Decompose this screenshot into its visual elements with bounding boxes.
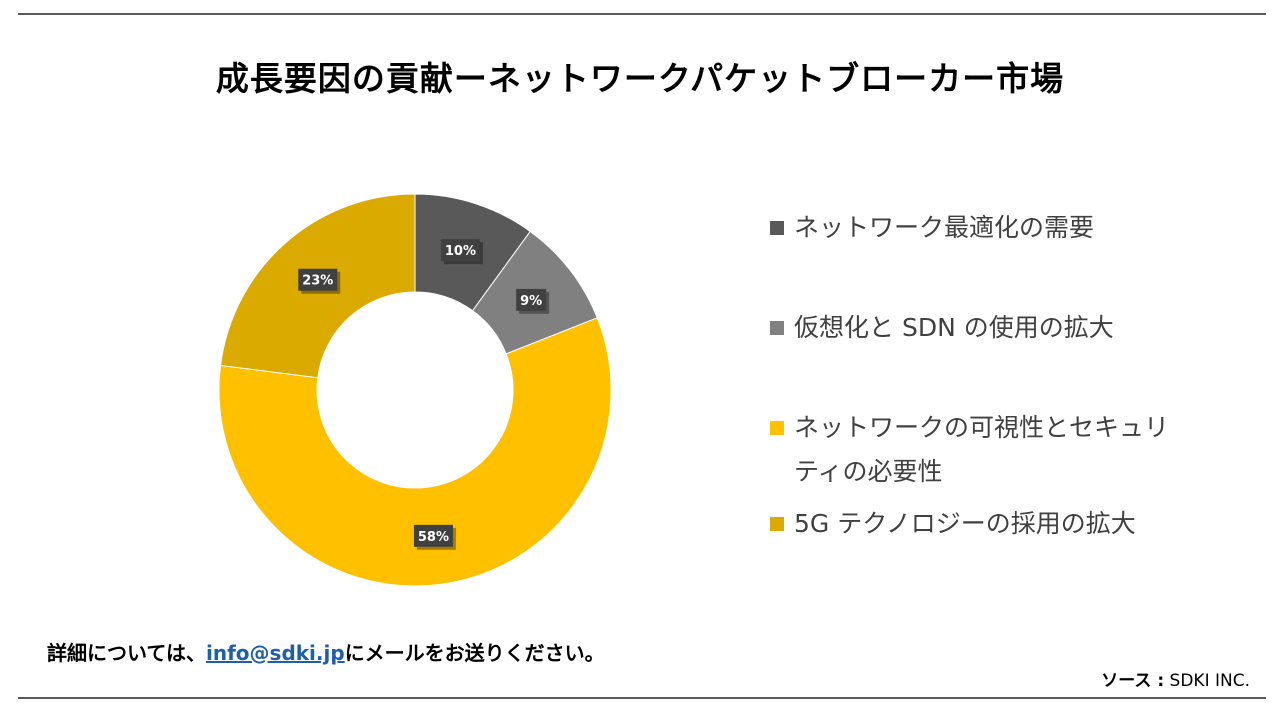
legend-swatch-5g-adoption: [770, 517, 784, 531]
donut-chart: 10% 9% 58% 23%: [218, 193, 612, 587]
legend-swatch-network-optimization: [770, 221, 784, 235]
data-label-text: 23%: [302, 274, 333, 289]
source-credit: ソース : SDKI INC.: [1101, 666, 1250, 691]
legend-swatch-virtualization-sdn: [770, 321, 784, 335]
data-label-text: 9%: [520, 294, 542, 309]
contact-suffix: にメールをお送りください。: [344, 641, 605, 665]
legend-item-visibility-security: ネットワークの可視性とセキュリティの必要性: [770, 406, 1194, 494]
legend-label: 5G テクノロジーの採用の拡大: [794, 509, 1136, 538]
legend-label: ネットワークの可視性とセキュリティの必要性: [794, 413, 1170, 486]
data-label-box: [516, 288, 547, 311]
data-label-text: 58%: [418, 530, 449, 545]
data-label-box: [298, 268, 338, 291]
top-divider: [18, 13, 1266, 15]
legend-label: 仮想化と SDN の使用の拡大: [794, 313, 1114, 342]
legend-item-5g-adoption: 5G テクノロジーの採用の拡大: [770, 502, 1194, 546]
data-label-network-optimization: 10%: [440, 239, 483, 265]
data-label-box: [440, 239, 480, 262]
contact-prefix: 詳細については、: [47, 641, 206, 665]
bottom-divider: [18, 697, 1266, 699]
source-label: ソース :: [1101, 671, 1165, 691]
legend-label: ネットワーク最適化の需要: [794, 213, 1095, 242]
data-label-text: 10%: [445, 244, 476, 259]
legend-swatch-visibility-security: [770, 421, 784, 435]
data-label-5g-adoption: 23%: [298, 268, 341, 294]
data-label-visibility-security: 58%: [413, 524, 456, 550]
legend-item-virtualization-sdn: 仮想化と SDN の使用の拡大: [770, 306, 1194, 350]
source-value: SDKI INC.: [1169, 671, 1250, 691]
email-link[interactable]: info@sdki.jp: [206, 641, 345, 665]
contact-line: 詳細については、info@sdki.jpにメールをお送りください。: [47, 637, 605, 666]
legend-item-network-optimization: ネットワーク最適化の需要: [770, 206, 1194, 250]
data-label-virtualization-sdn: 9%: [516, 288, 550, 314]
slice-visibility-security: [218, 317, 612, 587]
data-label-box: [413, 524, 453, 547]
chart-title: 成長要因の貢献ーネットワークパケットブローカー市場: [215, 59, 1065, 98]
